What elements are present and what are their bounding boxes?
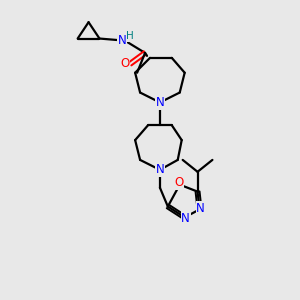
Text: N: N (118, 34, 127, 46)
Text: O: O (174, 176, 183, 189)
Text: O: O (121, 57, 130, 70)
Text: N: N (155, 96, 164, 109)
Text: N: N (181, 212, 190, 225)
Text: N: N (196, 202, 205, 215)
Text: N: N (155, 163, 164, 176)
Text: H: H (126, 31, 134, 41)
